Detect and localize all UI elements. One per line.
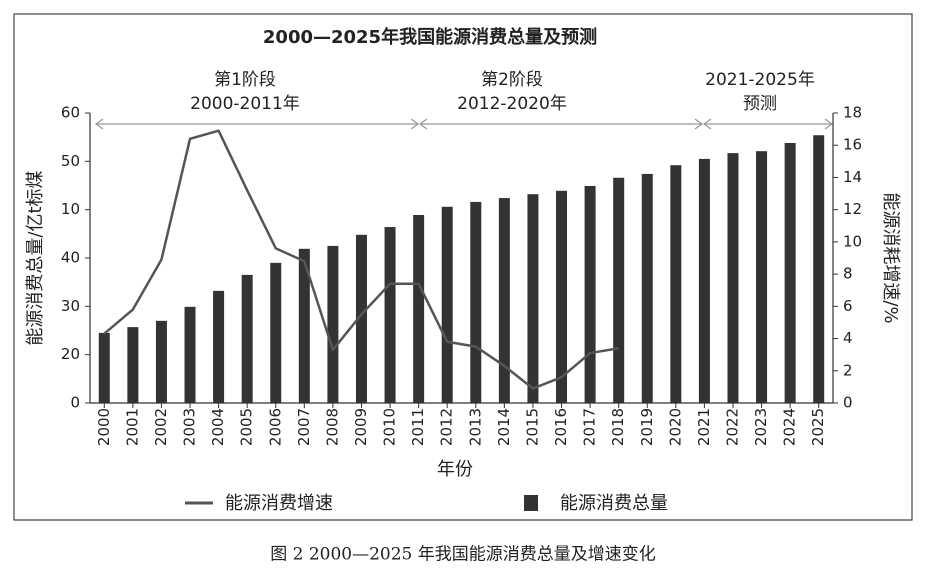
x-tick-label: 2002 [152, 408, 170, 446]
chart-title: 2000—2025年我国能源消费总量及预测 [263, 26, 597, 48]
x-tick-label: 2011 [409, 408, 427, 446]
phase-label: 2021-2025年 [705, 70, 815, 90]
phase-label: 2000-2011年 [190, 94, 300, 114]
bar [441, 206, 453, 403]
y-tick-label: 60 [61, 104, 80, 122]
x-tick-label: 2024 [781, 408, 799, 446]
bar [813, 135, 825, 403]
x-tick-label: 2013 [466, 408, 484, 446]
phase-label: 第2阶段 [481, 70, 543, 90]
bar [470, 201, 482, 403]
bar [241, 274, 253, 403]
y-tick-label: 0 [70, 394, 80, 412]
y2-tick-label: 6 [843, 297, 853, 315]
bar [270, 262, 282, 403]
bar [213, 290, 225, 403]
bar [756, 151, 768, 403]
bar [127, 327, 139, 403]
y-tick-label: 30 [61, 297, 80, 315]
x-tick-label: 2016 [552, 408, 570, 446]
x-tick-label: 2006 [266, 408, 284, 446]
x-tick-label: 2021 [695, 408, 713, 446]
bar [155, 320, 167, 403]
y2-tick-label: 0 [843, 394, 853, 412]
y-tick-label: 20 [61, 345, 80, 363]
x-tick-label: 2017 [581, 408, 599, 446]
x-tick-label: 2010 [381, 408, 399, 446]
bar [384, 227, 396, 403]
bar [98, 332, 110, 403]
x-tick-label: 2018 [609, 408, 627, 446]
bar [298, 248, 310, 403]
x-tick-label: 2025 [809, 408, 827, 446]
y2-axis-label: 能源消耗增速/% [880, 192, 901, 323]
x-tick-label: 2023 [752, 408, 770, 446]
legend-label: 能源消费增速 [225, 493, 333, 514]
y2-tick-label: 14 [843, 168, 862, 186]
bar [556, 190, 568, 403]
frame [13, 13, 913, 521]
bar [584, 185, 596, 403]
x-tick-label: 2000 [95, 408, 113, 446]
bar [641, 173, 653, 403]
phase-label: 预测 [743, 94, 777, 114]
legend-label: 能源消费总量 [560, 493, 668, 514]
phase-label: 2012-2020年 [457, 94, 567, 114]
y2-tick-label: 2 [843, 361, 853, 379]
bar [784, 142, 796, 403]
bar [184, 306, 196, 403]
x-tick-label: 2015 [523, 408, 541, 446]
bar [327, 245, 339, 403]
y2-tick-label: 16 [843, 136, 862, 154]
bar [670, 165, 682, 403]
y2-tick-label: 12 [843, 200, 862, 218]
x-tick-label: 2007 [295, 408, 313, 446]
x-tick-label: 2012 [438, 408, 456, 446]
x-tick-label: 2014 [495, 408, 513, 446]
x-tick-label: 2019 [638, 408, 656, 446]
phase-label: 第1阶段 [214, 70, 276, 90]
x-axis-label: 年份 [437, 459, 473, 480]
x-tick-label: 2020 [666, 408, 684, 446]
x-tick-label: 2009 [352, 408, 370, 446]
y2-tick-label: 10 [843, 232, 862, 250]
bar [413, 214, 425, 403]
y-axis-label: 能源消费总量/亿t标煤 [25, 170, 46, 345]
bar [727, 153, 739, 403]
y-tick-label: 10 [61, 200, 80, 218]
bar [527, 194, 539, 403]
x-tick-label: 2008 [323, 408, 341, 446]
y-tick-label: 50 [61, 152, 80, 170]
line [103, 129, 619, 390]
x-tick-label: 2005 [238, 408, 256, 446]
phase-arrows [94, 118, 834, 130]
bar [698, 158, 710, 403]
bar [498, 198, 510, 403]
bar [355, 234, 367, 403]
y2-tick-label: 18 [843, 104, 862, 122]
x-tick-label: 2004 [209, 408, 227, 446]
caption: 图 2 2000—2025 年我国能源消费总量及增速变化 [270, 545, 656, 565]
x-tick-label: 2001 [123, 408, 141, 446]
y2-tick-label: 4 [843, 329, 853, 347]
x-tick-label: 2022 [723, 408, 741, 446]
x-tick-label: 2003 [181, 408, 199, 446]
legend-swatch [524, 495, 538, 511]
y2-tick-label: 8 [843, 265, 853, 283]
bar [613, 177, 625, 403]
y-tick-label: 40 [61, 249, 80, 267]
